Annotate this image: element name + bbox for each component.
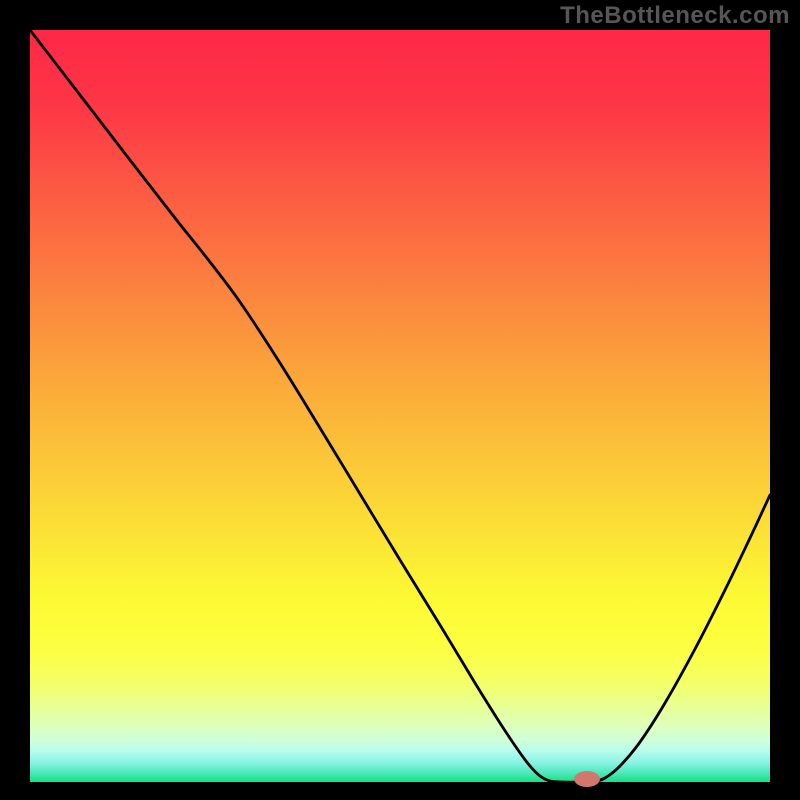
plot-background <box>30 30 770 782</box>
chart-container: TheBottleneck.com <box>0 0 800 800</box>
bottleneck-chart <box>0 0 800 800</box>
watermark-text: TheBottleneck.com <box>560 2 790 30</box>
optimal-marker <box>574 771 600 787</box>
